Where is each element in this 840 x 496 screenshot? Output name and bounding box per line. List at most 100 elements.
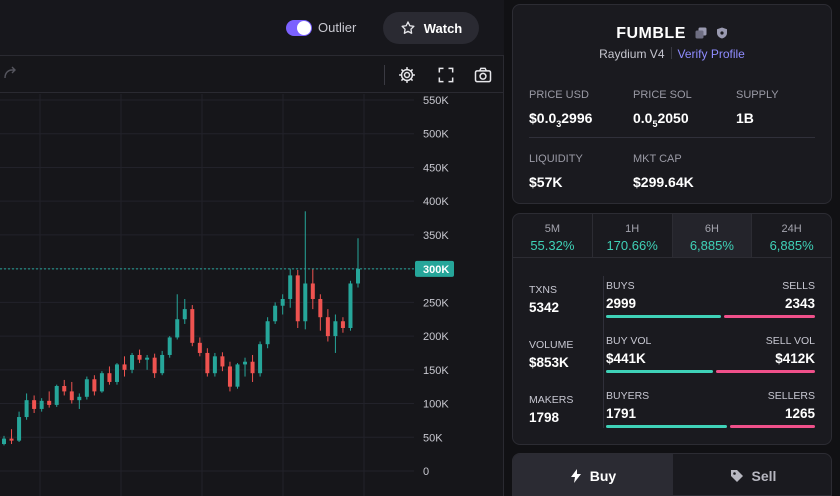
verify-profile-link[interactable]: Verify Profile xyxy=(677,47,745,61)
price-usd-value: $0.032996 xyxy=(529,110,593,129)
candle-body xyxy=(54,386,59,405)
buys-value: 2999 xyxy=(606,296,637,311)
stats-divider xyxy=(529,137,815,138)
y-tick-label: 0 xyxy=(423,466,429,478)
candle-body xyxy=(310,283,315,299)
buyers-value: 1791 xyxy=(606,406,637,421)
timeframe-tabs: 5M 55.32% 1H 170.66% 6H 6,885% 24H 6,885% xyxy=(513,214,831,258)
sells-label: SELLS xyxy=(782,280,815,292)
market-cap-value: $299.64K xyxy=(633,174,694,190)
copy-icon[interactable] xyxy=(695,27,707,39)
candle-body xyxy=(114,364,119,382)
sell-vol-bar xyxy=(716,370,815,373)
transactions-card: 5M 55.32% 1H 170.66% 6H 6,885% 24H 6,885% TX… xyxy=(512,213,832,445)
candle-body xyxy=(273,305,278,322)
y-tick-label: 250K xyxy=(423,297,449,309)
sellers-bar xyxy=(730,425,815,428)
buy-vol-label: BUY VOL xyxy=(606,335,652,347)
watch-button[interactable]: Watch xyxy=(383,12,479,44)
token-title: FUMBLE xyxy=(513,25,831,43)
tab-5m[interactable]: 5M 55.32% xyxy=(513,214,593,257)
sell-label: Sell xyxy=(751,467,777,484)
candle-body xyxy=(348,283,353,328)
tab-24h[interactable]: 24H 6,885% xyxy=(769,223,814,253)
subtitle-divider xyxy=(670,47,672,59)
dex-name: Raydium V4 xyxy=(599,47,665,61)
liquidity-label: LIQUIDITY xyxy=(529,153,583,165)
candle-body xyxy=(212,356,217,374)
candle-body xyxy=(325,317,330,337)
fullscreen-icon[interactable] xyxy=(436,65,456,85)
price-sol-label: PRICE SOL xyxy=(633,89,692,101)
candle-body xyxy=(39,400,44,409)
y-tick-label: 450K xyxy=(423,162,449,174)
token-name: FUMBLE xyxy=(616,25,686,42)
tab-6h[interactable]: 6H 6,885% xyxy=(672,214,753,257)
candle-body xyxy=(235,364,240,387)
camera-icon[interactable] xyxy=(473,65,493,85)
price-sol-value: 0.052050 xyxy=(633,110,689,129)
toggle-knob xyxy=(297,21,311,35)
candle-body xyxy=(2,438,6,445)
candle-body xyxy=(295,275,300,322)
token-info-card: FUMBLE Raydium V4 Verify Profile PRICE US… xyxy=(512,4,832,204)
buys-bar xyxy=(606,315,721,318)
sell-vol-label: SELL VOL xyxy=(765,335,815,347)
sellers-value: 1265 xyxy=(784,406,815,421)
redo-icon[interactable] xyxy=(2,65,18,81)
candle-body xyxy=(288,275,293,299)
candle-body xyxy=(160,354,165,374)
candle-body xyxy=(182,309,187,320)
supply-label: SUPPLY xyxy=(736,89,779,101)
candle-body xyxy=(175,319,180,338)
trade-actions: Buy Sell xyxy=(512,453,832,496)
candle-body xyxy=(107,373,112,382)
liquidity-value: $57K xyxy=(529,174,563,190)
y-tick-label: 100K xyxy=(423,399,449,411)
chart-header: Outlier Watch xyxy=(0,0,504,56)
tag-icon xyxy=(730,469,743,482)
y-tick-label: 150K xyxy=(423,365,449,377)
sell-button[interactable]: Sell xyxy=(673,454,831,495)
shield-icon xyxy=(716,27,727,39)
price-chart[interactable]: 550K 500K 450K 400K 350K 300K 250K 200K 150K 100K… xyxy=(0,94,504,496)
candle-body xyxy=(167,337,172,355)
watch-label: Watch xyxy=(423,20,463,36)
candle-body xyxy=(265,321,270,345)
buyers-label: BUYERS xyxy=(606,390,650,402)
tab-1h[interactable]: 1H 170.66% xyxy=(593,214,673,257)
star-icon xyxy=(401,21,415,34)
candle-body xyxy=(17,417,22,441)
candle-body xyxy=(205,352,210,374)
buy-vol-value: $441K xyxy=(606,351,646,366)
candle-body xyxy=(122,364,127,370)
buys-label: BUYS xyxy=(606,280,635,292)
candle-body xyxy=(62,386,67,392)
buy-vol-bar xyxy=(606,370,713,373)
candle-body xyxy=(333,321,338,337)
makers-label: MAKERS xyxy=(529,394,574,406)
candle-body xyxy=(84,379,89,397)
candle-body xyxy=(145,357,150,360)
txns-label: TXNS xyxy=(529,284,558,296)
sells-bar xyxy=(724,315,815,318)
candle-body xyxy=(356,268,360,284)
txns-divider xyxy=(603,276,604,428)
volume-label: VOLUME xyxy=(529,339,574,351)
settings-icon[interactable] xyxy=(397,65,417,85)
price-usd-label: PRICE USD xyxy=(529,89,589,101)
y-tick-label: 500K xyxy=(423,129,449,141)
market-cap-label: MKT CAP xyxy=(633,153,682,165)
candle-body xyxy=(220,356,225,367)
buy-label: Buy xyxy=(589,467,617,484)
outlier-toggle[interactable] xyxy=(286,20,312,36)
candle-body xyxy=(69,391,74,401)
candle-body xyxy=(24,400,29,418)
buy-button[interactable]: Buy xyxy=(513,454,673,495)
sells-value: 2343 xyxy=(784,296,815,311)
candle-body xyxy=(92,379,97,392)
makers-value: 1798 xyxy=(529,410,560,425)
candle-body xyxy=(130,354,135,370)
candle-body xyxy=(258,344,263,374)
chart-panel: Outlier Watch 550K 500K 450K 400K 350K 300K 25… xyxy=(0,0,504,496)
